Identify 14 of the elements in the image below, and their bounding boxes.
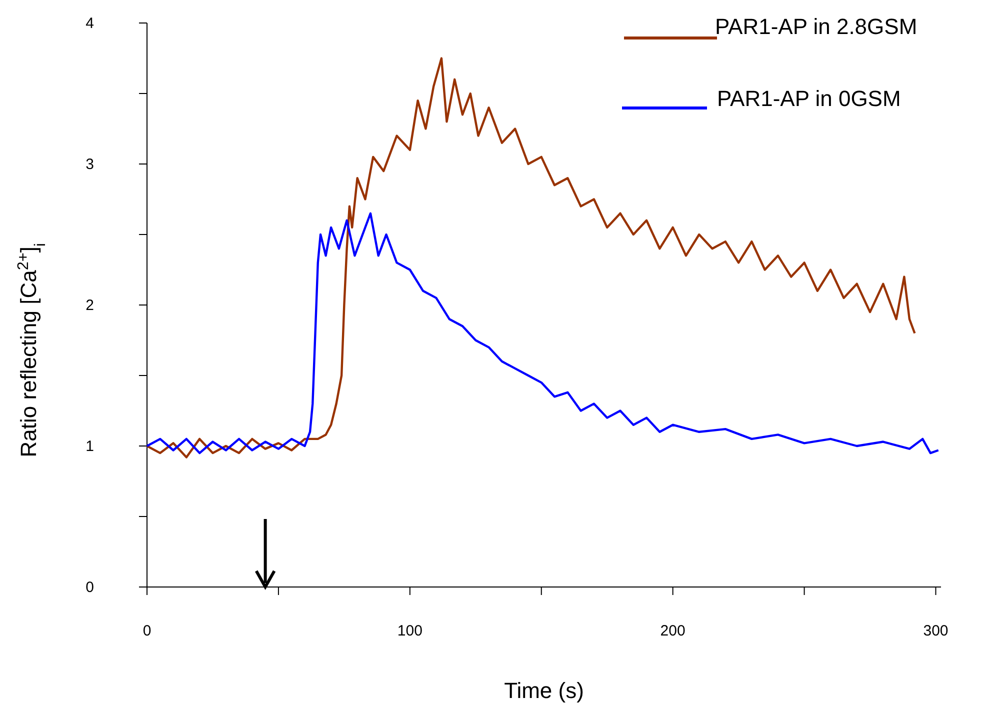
y-tick-label: 3 (86, 156, 94, 173)
y-tick-label: 2 (86, 296, 94, 314)
y-tick-label: 0 (86, 578, 94, 596)
x-tick-label: 100 (397, 622, 422, 640)
legend-label: PAR1-AP in 0GSM (717, 86, 901, 111)
x-tick-label: 200 (660, 622, 686, 640)
x-tick-label: 0 (142, 622, 152, 640)
y-tick-label: 1 (86, 438, 94, 455)
x-axis-title: Time (s) (504, 678, 584, 703)
legend-label: PAR1-AP in 2.8GSM (715, 14, 918, 39)
line-series (146, 57, 916, 458)
line-series (146, 212, 940, 454)
y-tick-label: 4 (86, 14, 94, 32)
x-tick-label: 300 (923, 622, 948, 640)
